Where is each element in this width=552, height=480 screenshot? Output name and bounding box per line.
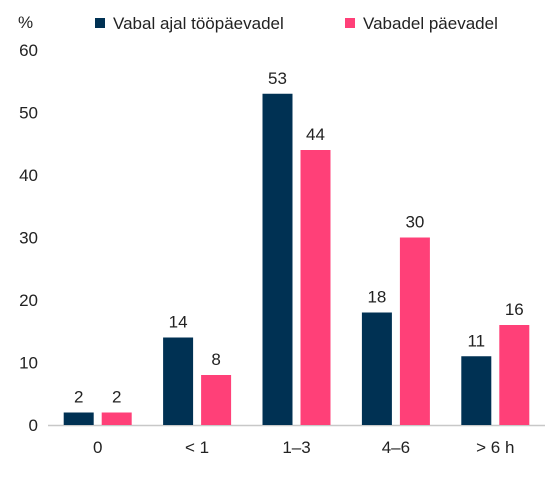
y-axis: 0 10 20 30 40 50 60	[19, 41, 545, 435]
y-tick-label: 50	[19, 104, 38, 123]
x-category-label: 4–6	[382, 438, 410, 457]
y-tick-label: 10	[19, 354, 38, 373]
legend-swatch-series-1	[95, 18, 105, 28]
legend: Vabal ajal tööpäevadel Vabadel päevadel	[95, 14, 498, 33]
bar-series-1	[163, 337, 194, 425]
legend-swatch-series-2	[345, 18, 355, 28]
y-tick-label: 30	[19, 229, 38, 248]
data-label: 11	[467, 331, 485, 350]
data-label: 8	[211, 350, 220, 369]
data-label: 2	[74, 388, 83, 407]
x-axis: 0 < 1 1–3 4–6 > 6 h	[93, 438, 514, 457]
legend-label-series-2: Vabadel päevadel	[363, 14, 498, 33]
data-label: 16	[505, 300, 524, 319]
y-tick-label: 0	[29, 416, 38, 435]
bar-series-2	[201, 375, 232, 425]
x-category-label: < 1	[185, 438, 209, 457]
bar-series-1	[461, 356, 492, 425]
data-label: 53	[268, 69, 287, 88]
bar-series-2	[300, 150, 331, 425]
legend-label-series-1: Vabal ajal tööpäevadel	[113, 14, 284, 33]
data-label: 2	[112, 388, 121, 407]
y-tick-label: 20	[19, 291, 38, 310]
y-tick-label: 60	[19, 41, 38, 60]
x-category-label: 1–3	[282, 438, 310, 457]
data-label: 30	[405, 213, 424, 232]
x-category-label: > 6 h	[476, 438, 514, 457]
bar-series-2	[499, 325, 530, 425]
bar-series-2	[399, 237, 430, 425]
y-axis-unit: %	[18, 13, 33, 32]
bar-series-2	[101, 412, 132, 425]
y-tick-label: 40	[19, 166, 38, 185]
plot-area: 2 2 14 8 53 44 18 30 11 16	[63, 69, 530, 425]
bar-series-1	[63, 412, 94, 425]
data-label: 18	[367, 288, 386, 307]
data-label: 14	[169, 313, 188, 332]
data-label: 44	[306, 125, 325, 144]
x-category-label: 0	[93, 438, 102, 457]
bar-series-1	[361, 312, 392, 425]
bar-series-1	[262, 93, 293, 425]
